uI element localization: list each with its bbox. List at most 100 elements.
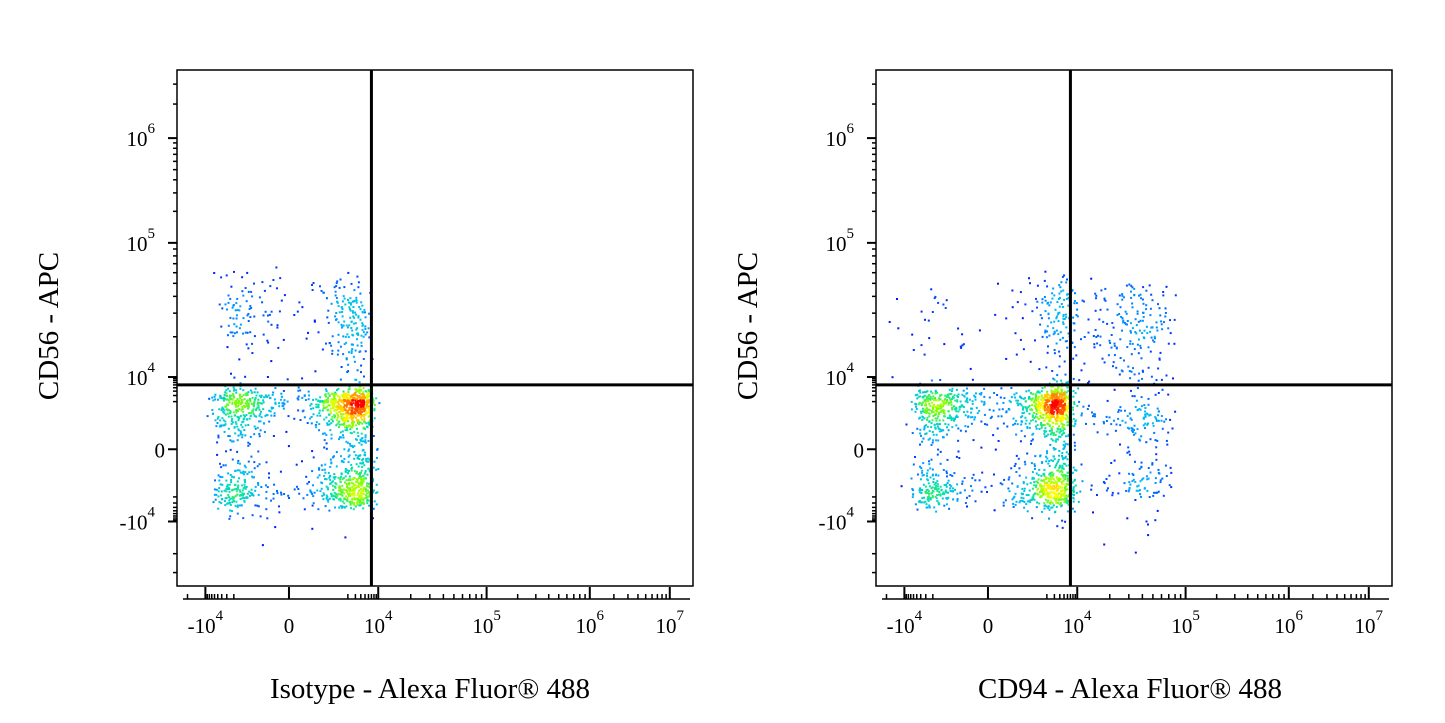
event-dot: [336, 413, 339, 416]
event-dot: [1072, 487, 1075, 490]
event-dot: [1058, 470, 1061, 473]
event-dot: [244, 287, 247, 289]
event-dot: [265, 461, 268, 464]
event-dot: [1037, 412, 1040, 414]
event-dot: [927, 412, 930, 415]
event-dot: [246, 400, 248, 403]
event-dot: [354, 398, 357, 401]
event-dot: [1126, 320, 1129, 322]
event-dot: [323, 406, 326, 409]
event-dot: [342, 295, 345, 298]
event-dot: [237, 469, 239, 472]
event-dot: [325, 494, 328, 497]
event-dot: [353, 470, 356, 473]
event-dot: [260, 394, 263, 397]
event-dot: [993, 509, 996, 512]
event-dot: [351, 348, 354, 351]
event-dot: [931, 495, 934, 497]
event-dot: [295, 463, 298, 466]
event-dot: [341, 399, 344, 402]
event-dot: [1169, 418, 1172, 421]
event-dot: [305, 337, 308, 340]
event-dot: [1053, 402, 1056, 404]
event-dot: [1043, 486, 1046, 489]
event-dot: [1046, 452, 1048, 455]
event-dot: [931, 397, 934, 400]
event-dot: [943, 415, 946, 418]
event-dot: [1148, 496, 1151, 498]
event-dot: [236, 309, 239, 312]
event-dot: [220, 408, 223, 411]
event-dot: [222, 407, 225, 410]
event-dot: [358, 381, 361, 384]
event-dot: [310, 402, 313, 405]
event-dot: [947, 496, 950, 499]
event-dot: [247, 441, 250, 444]
event-dot: [1158, 358, 1161, 361]
event-dot: [227, 435, 230, 437]
event-dot: [1044, 310, 1047, 313]
event-dot: [351, 502, 354, 505]
event-dot: [936, 483, 939, 486]
event-dot: [931, 419, 934, 422]
event-dot: [1127, 365, 1130, 368]
event-dot: [1159, 481, 1162, 484]
event-dot: [1156, 329, 1159, 332]
event-dot: [1132, 478, 1135, 481]
event-dot: [1130, 331, 1132, 334]
event-dot: [946, 458, 949, 461]
event-dot: [217, 507, 220, 510]
event-dot: [272, 493, 275, 495]
event-dot: [246, 314, 249, 317]
event-dot: [1129, 483, 1132, 486]
event-dot: [940, 405, 942, 408]
event-dot: [1037, 400, 1040, 403]
event-dot: [1028, 422, 1031, 425]
event-dot: [1027, 397, 1030, 400]
event-dot: [1137, 484, 1140, 487]
event-dot: [944, 394, 947, 397]
event-dot: [364, 490, 367, 493]
event-dot: [1033, 405, 1036, 408]
event-dot: [918, 389, 921, 392]
event-dot: [1066, 478, 1069, 481]
event-dot: [1036, 407, 1039, 410]
event-dot: [993, 473, 995, 476]
event-dot: [372, 435, 375, 437]
event-dot: [1130, 353, 1133, 356]
event-dot: [1145, 475, 1148, 478]
event-dot: [1065, 391, 1068, 394]
event-dot: [1059, 435, 1062, 438]
event-dot: [1046, 325, 1049, 328]
event-dot: [262, 399, 265, 402]
event-dot: [229, 331, 232, 334]
event-dot: [341, 394, 344, 397]
event-dot: [1046, 408, 1049, 411]
event-dot: [950, 417, 953, 420]
event-dot: [1050, 495, 1053, 498]
event-dot: [1061, 394, 1064, 397]
event-dot: [931, 401, 934, 404]
event-dot: [267, 341, 270, 344]
event-dot: [356, 414, 359, 417]
event-dot: [226, 502, 229, 505]
event-dot: [1050, 389, 1053, 392]
event-dot: [967, 425, 970, 428]
event-dot: [933, 403, 936, 406]
event-dot: [258, 435, 261, 438]
event-dot: [362, 387, 365, 390]
event-dot: [1163, 420, 1166, 423]
event-dot: [233, 270, 235, 273]
event-dot: [1080, 338, 1082, 341]
event-dot: [344, 468, 347, 470]
event-dot: [338, 498, 340, 501]
event-dot: [1066, 443, 1069, 446]
event-dot: [1060, 401, 1063, 404]
event-dot: [942, 303, 945, 306]
event-dot: [1065, 413, 1068, 416]
event-dot: [356, 498, 359, 501]
event-dot: [1045, 460, 1048, 463]
event-dot: [350, 350, 353, 353]
event-dot: [339, 481, 342, 483]
event-dot: [355, 407, 358, 410]
